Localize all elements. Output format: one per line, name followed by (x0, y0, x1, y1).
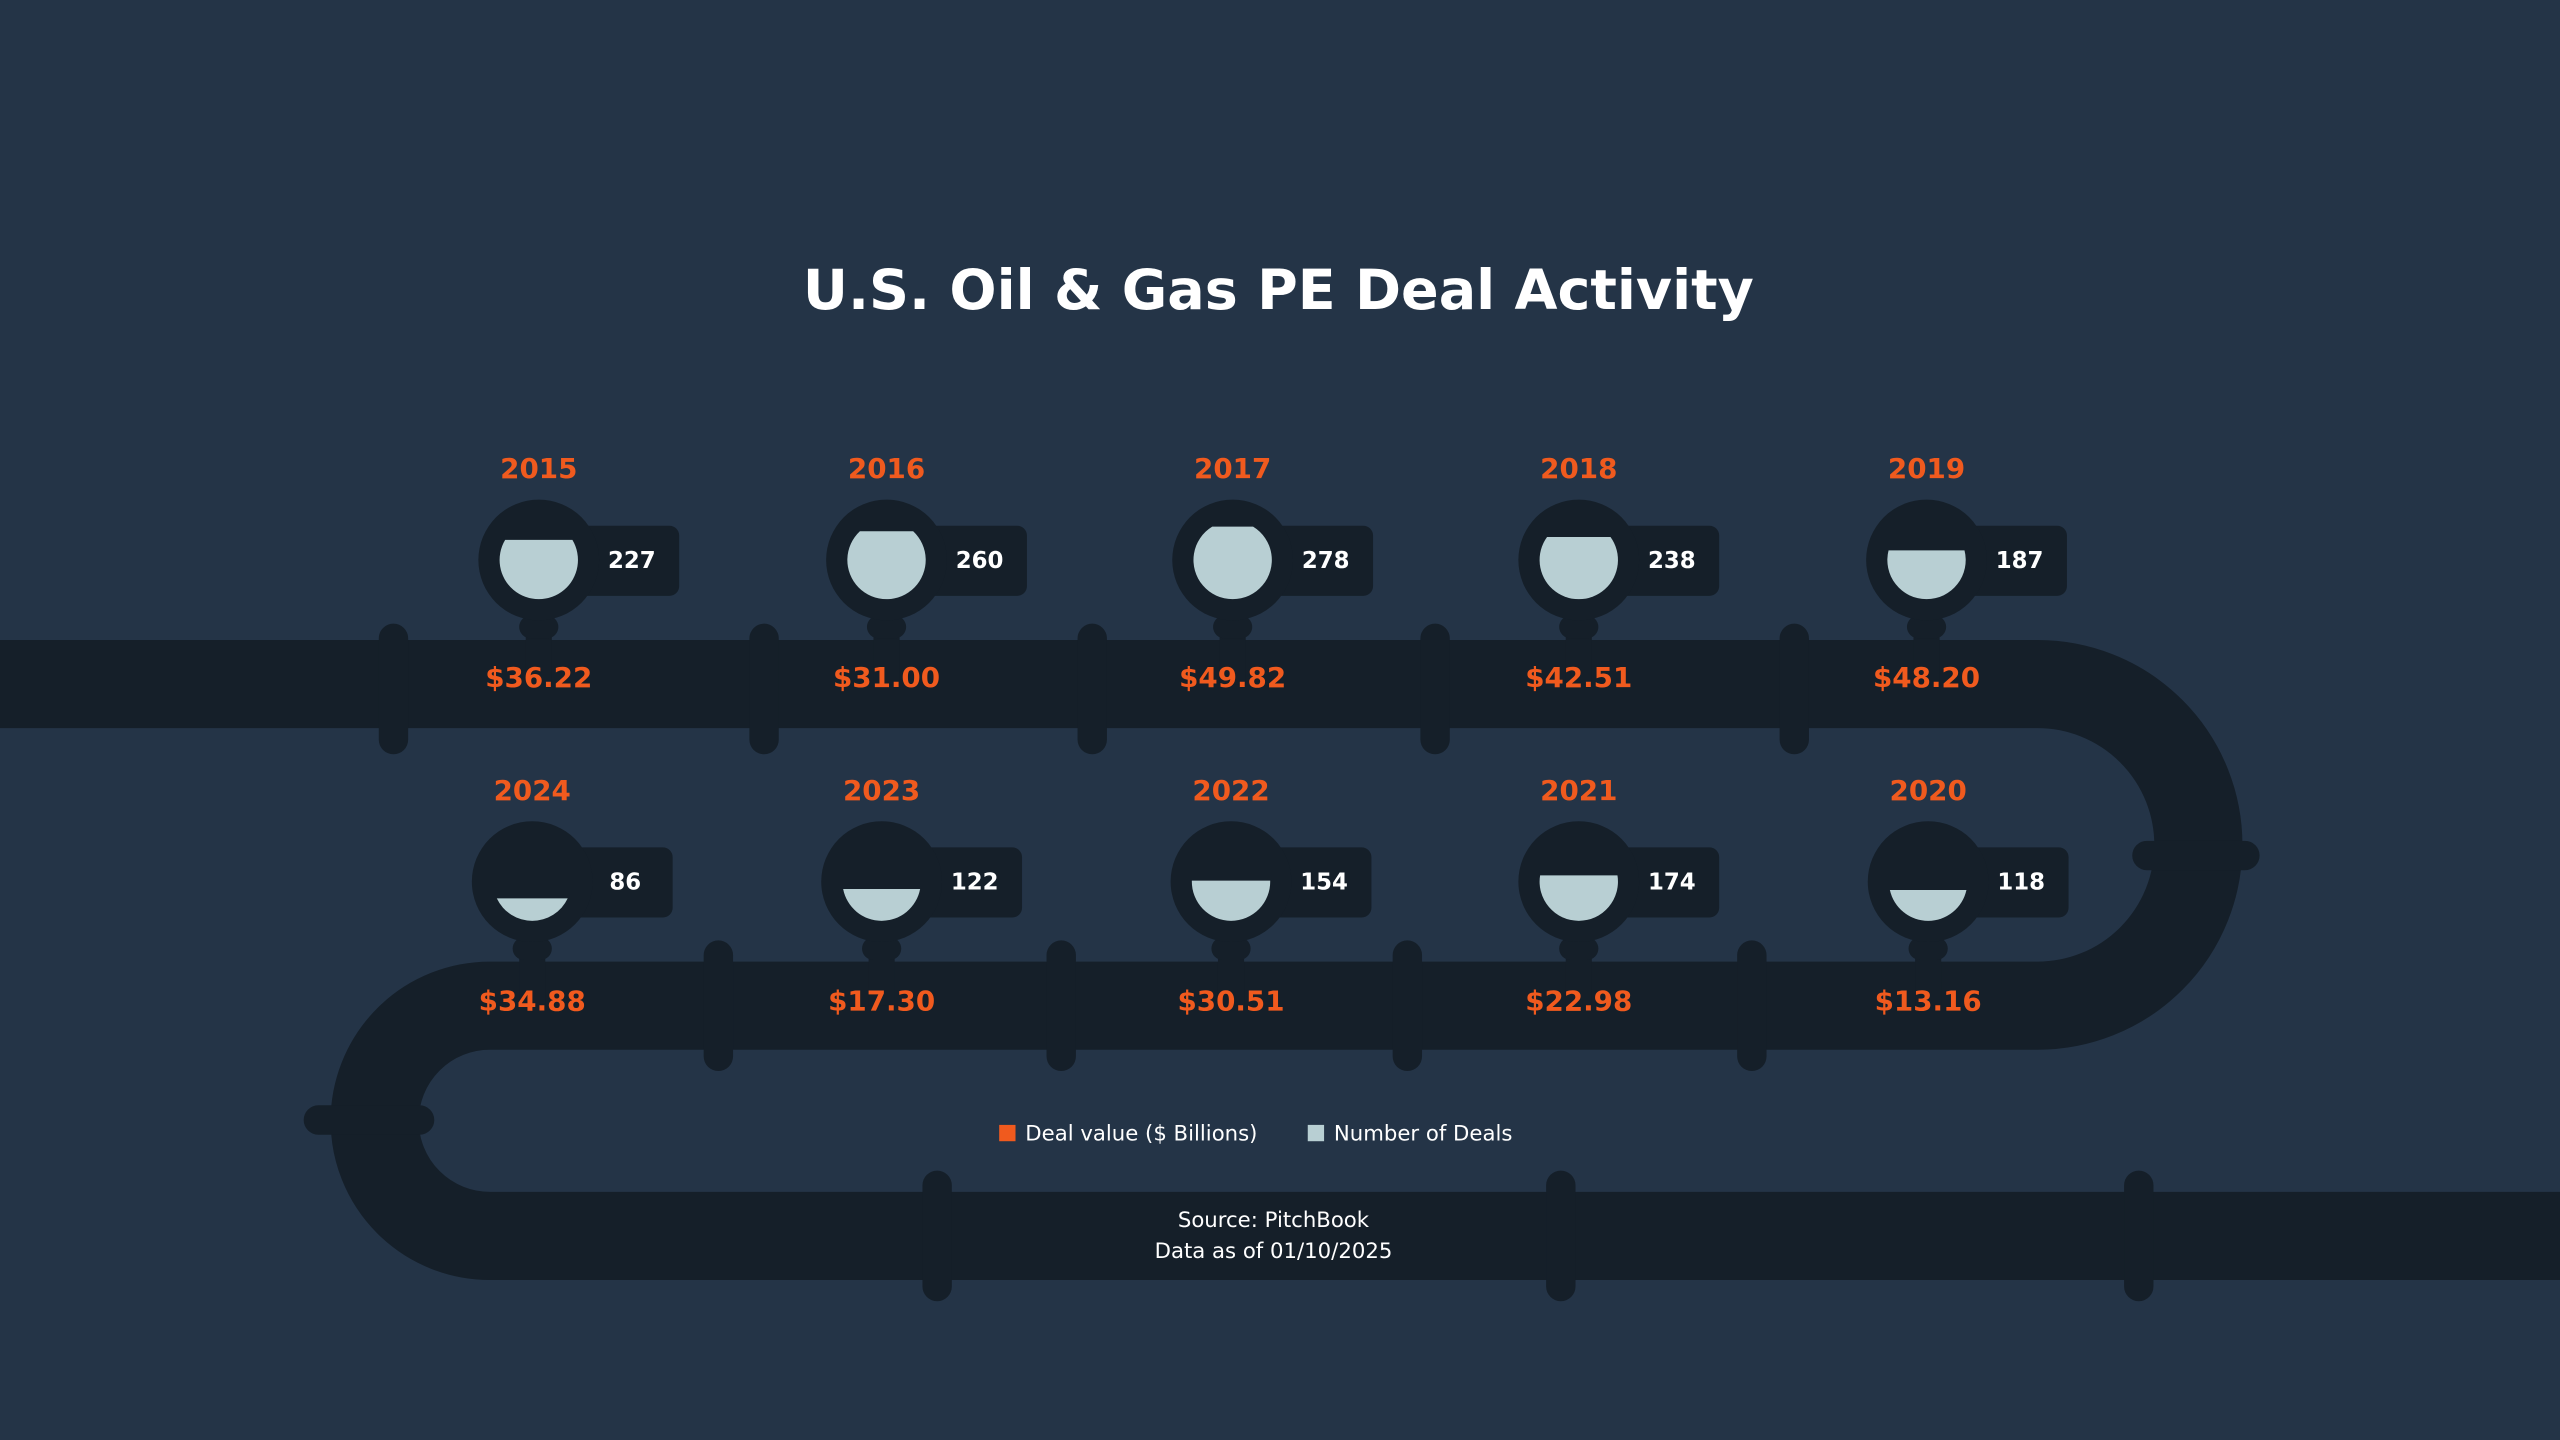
flange (303, 1105, 435, 1135)
gauge-fill (1193, 526, 1272, 600)
flange (1392, 940, 1423, 1072)
year-label: 2018 (1540, 452, 1617, 485)
flange (749, 623, 779, 755)
stem-nub (862, 937, 902, 960)
flange (1420, 623, 1450, 755)
deal-value: $17.30 (828, 984, 935, 1017)
gauge-fill (843, 888, 921, 921)
deal-value: $42.51 (1525, 661, 1632, 694)
note: Data as of 01/10/2025 (1155, 1239, 1393, 1264)
gauge-fill (1539, 537, 1618, 600)
gauge-fill (847, 531, 926, 600)
deal-count: 174 (1648, 870, 1696, 896)
deal-value: $48.20 (1873, 661, 1980, 694)
legend-label: Number of Deals (1334, 1122, 1513, 1147)
gauge-fill (1887, 550, 1966, 600)
year-label: 2024 (494, 774, 571, 807)
deal-value: $13.16 (1875, 984, 1982, 1017)
flange (1077, 623, 1107, 755)
stem-nub (1213, 615, 1253, 639)
stem-nub (1559, 615, 1599, 639)
gauge-fill (1539, 875, 1618, 921)
year-label: 2016 (848, 452, 925, 485)
gauge-fill (1191, 880, 1271, 921)
deal-value: $49.82 (1179, 661, 1286, 694)
legend-label: Deal value ($ Billions) (1025, 1122, 1257, 1147)
deal-count: 118 (1997, 870, 2045, 896)
flange (378, 623, 409, 755)
chart-title: U.S. Oil & Gas PE Deal Activity (803, 258, 1754, 323)
deal-count: 154 (1300, 870, 1348, 896)
deal-count: 260 (956, 548, 1004, 574)
stem-nub (1559, 937, 1599, 960)
gauge-ring (1867, 821, 1989, 943)
flange (703, 940, 734, 1072)
gauge-fill (496, 898, 568, 921)
deal-value: $30.51 (1177, 984, 1284, 1017)
pipe (0, 640, 2560, 1280)
year-label: 2021 (1540, 774, 1617, 807)
deal-count: 122 (951, 870, 999, 896)
deal-value: $36.22 (485, 661, 592, 694)
year-label: 2017 (1194, 452, 1271, 485)
deal-value: $34.88 (479, 984, 586, 1017)
legend-swatch (1307, 1124, 1325, 1142)
deal-count: 86 (609, 870, 641, 896)
gauge-ring (821, 821, 943, 943)
source: Source: PitchBook (1178, 1208, 1370, 1233)
gauge-ring (471, 821, 593, 943)
stem-nub (512, 937, 552, 960)
deal-value: $31.00 (833, 661, 940, 694)
flange (922, 1170, 952, 1302)
stem-nub (1908, 937, 1948, 960)
deal-count: 278 (1302, 548, 1350, 574)
flange (1737, 940, 1767, 1072)
year-label: 2023 (843, 774, 920, 807)
flange (1546, 1170, 1576, 1302)
stem-nub (866, 615, 907, 639)
deal-count: 227 (608, 548, 656, 574)
flange (1779, 623, 1809, 755)
legend-swatch (999, 1124, 1016, 1142)
year-label: 2019 (1888, 452, 1965, 485)
stem-nub (1211, 937, 1251, 960)
stem-nub (519, 615, 559, 639)
gauge-fill (1889, 889, 1967, 921)
year-label: 2022 (1192, 774, 1269, 807)
gauge-fill (499, 539, 578, 600)
deal-count: 238 (1648, 548, 1696, 574)
flanges (303, 623, 2260, 1302)
deal-count: 187 (1996, 548, 2044, 574)
flange (1046, 940, 1076, 1072)
flange (2132, 840, 2260, 871)
deal-value: $22.98 (1525, 984, 1632, 1017)
year-label: 2020 (1890, 774, 1967, 807)
year-label: 2015 (500, 452, 577, 485)
stem-nub (1906, 615, 1947, 639)
flange (2124, 1170, 2154, 1302)
pipeline (0, 640, 2560, 1280)
